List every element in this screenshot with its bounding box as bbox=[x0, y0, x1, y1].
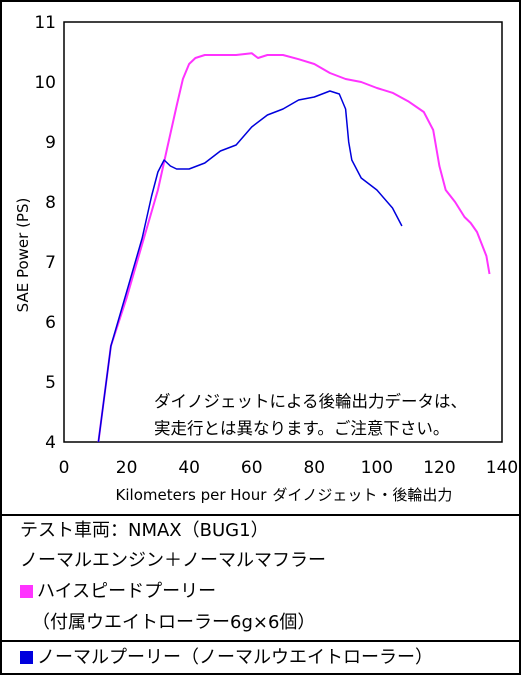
y-tick-label: 10 bbox=[34, 73, 56, 93]
y-axis-ticks: 4 5 6 7 8 9 10 11 bbox=[34, 13, 56, 453]
x-tick-label: 80 bbox=[303, 458, 325, 478]
x-axis-ticks: 0 20 40 60 80 100 120 140 bbox=[59, 458, 519, 478]
x-axis-label-units: Kilometers per Hour bbox=[116, 486, 268, 504]
x-axis-label: Kilometers per Hour ダイノジェット・後輪出力 bbox=[116, 486, 453, 504]
y-tick-label: 6 bbox=[45, 313, 56, 333]
legend-test-vehicle: テスト車両：NMAX（BUG1） bbox=[20, 520, 269, 541]
y-tick-label: 8 bbox=[45, 193, 56, 213]
legend-divider bbox=[2, 640, 519, 642]
normal-swatch bbox=[20, 651, 33, 664]
high-speed-swatch bbox=[20, 585, 33, 598]
series-line-high-speed-pulley bbox=[97, 52, 491, 443]
x-tick-label: 40 bbox=[178, 458, 200, 478]
series-lines bbox=[97, 52, 491, 443]
legend-panel: テスト車両：NMAX（BUG1） ノーマルエンジン＋ノーマルマフラー ハイスピー… bbox=[2, 514, 519, 675]
y-tick-label: 5 bbox=[45, 373, 56, 393]
y-axis-label: SAE Power (PS) bbox=[14, 198, 32, 313]
x-tick-label: 20 bbox=[116, 458, 138, 478]
legend-item-normal: ノーマルプーリー（ノーマルウエイトローラー） bbox=[20, 647, 433, 669]
y-tick-label: 11 bbox=[34, 13, 56, 33]
legend-item-high-speed: ハイスピードプーリー bbox=[20, 581, 216, 603]
y-tick-label: 4 bbox=[45, 433, 56, 453]
power-chart: 4 5 6 7 8 9 10 11 0 20 40 60 80 100 120 140 ダイノジェットによる… bbox=[14, 13, 519, 504]
x-axis-label-suffix: ダイノジェット・後輪出力 bbox=[272, 486, 452, 504]
x-tick-label: 100 bbox=[361, 458, 393, 478]
legend-high-speed-label: ハイスピードプーリー bbox=[37, 581, 217, 602]
x-tick-label: 140 bbox=[486, 458, 518, 478]
annotation-line-2: 実走行とは異なります。ご注意下さい。 bbox=[154, 419, 449, 438]
legend-normal-label: ノーマルプーリー（ノーマルウエイトローラー） bbox=[37, 647, 433, 668]
x-tick-label: 60 bbox=[241, 458, 263, 478]
y-tick-label: 9 bbox=[45, 133, 56, 153]
legend-high-speed-detail: （付属ウエイトローラー6g×6個） bbox=[32, 612, 316, 633]
x-tick-label: 0 bbox=[59, 458, 70, 478]
x-tick-label: 120 bbox=[423, 458, 455, 478]
annotation-line-1: ダイノジェットによる後輪出力データは、 bbox=[154, 391, 467, 411]
plot-area bbox=[63, 21, 503, 443]
y-tick-label: 7 bbox=[45, 253, 56, 273]
legend-engine-setup: ノーマルエンジン＋ノーマルマフラー bbox=[20, 550, 326, 571]
series-line-normal-pulley bbox=[97, 90, 403, 443]
